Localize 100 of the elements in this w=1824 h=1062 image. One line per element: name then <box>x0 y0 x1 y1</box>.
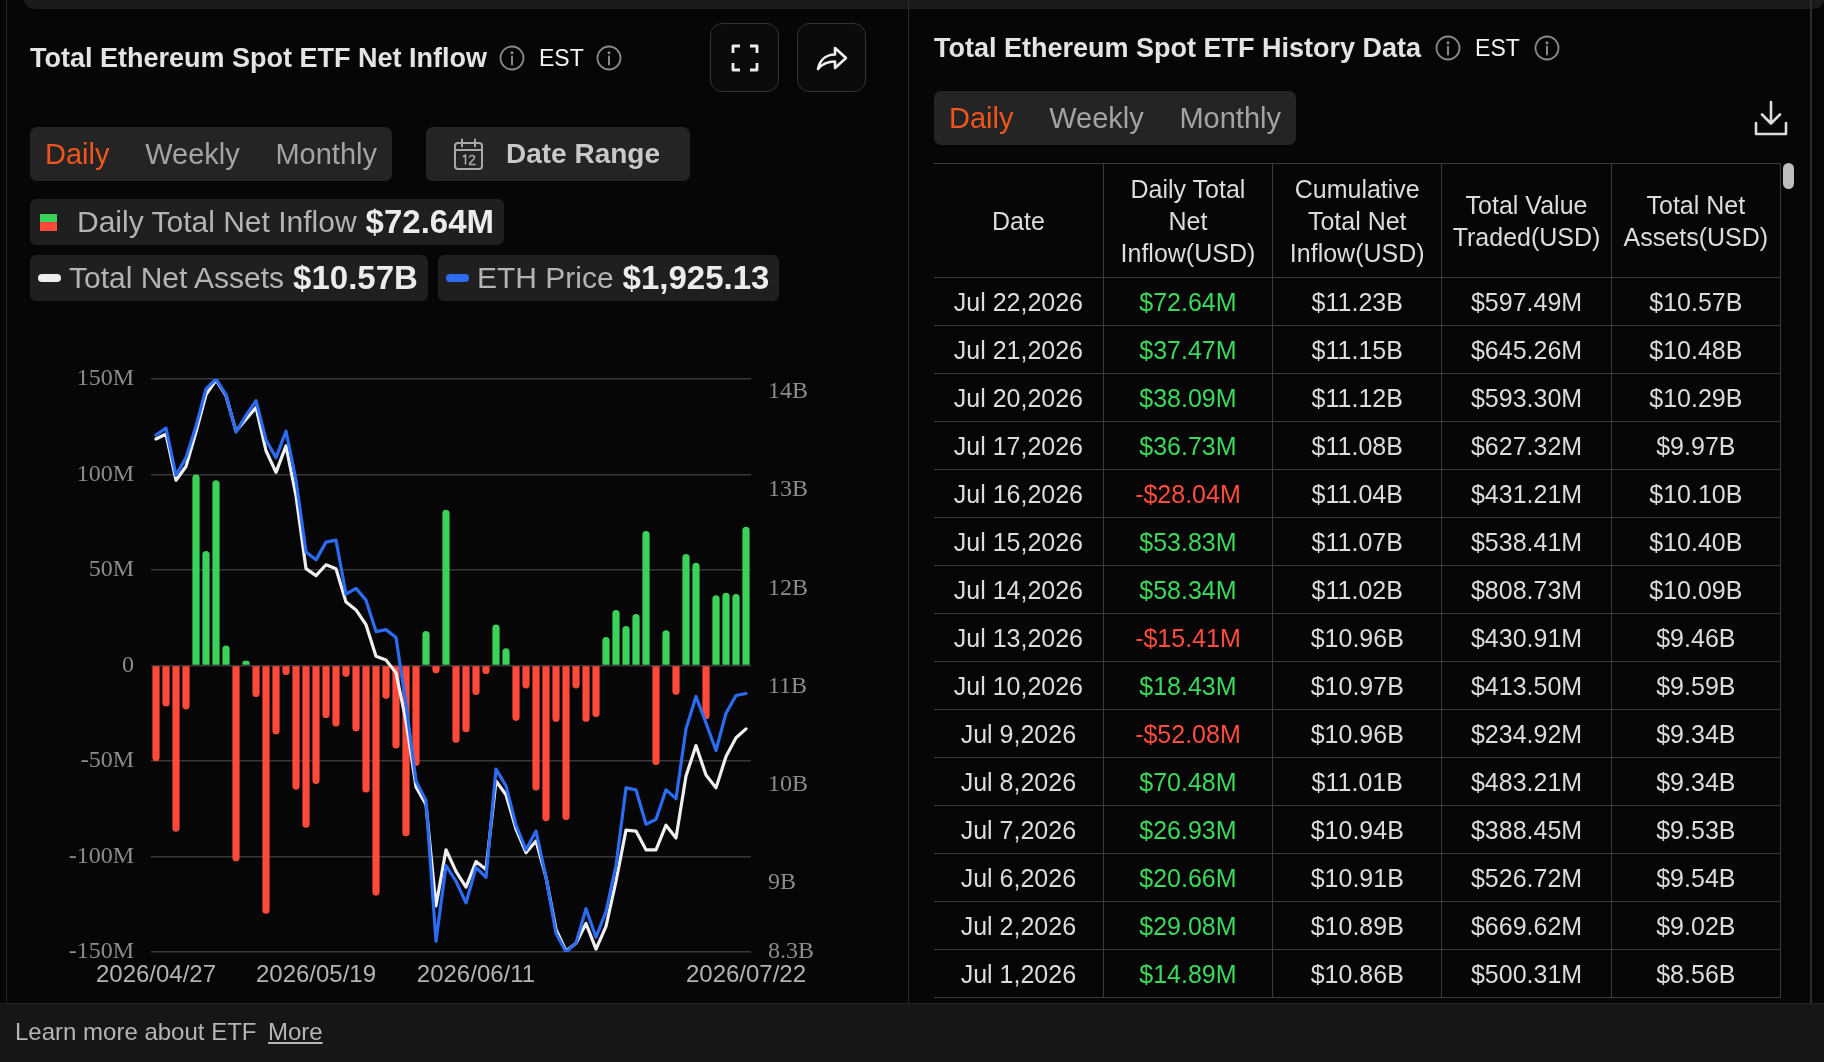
bar <box>622 626 630 665</box>
text: Jul 1,2026 <box>934 949 1104 998</box>
bar <box>512 666 520 721</box>
text: $10.86B <box>1272 949 1442 998</box>
text: Jul 6,2026 <box>934 853 1104 902</box>
text: -$52.08M <box>1103 709 1273 758</box>
bar <box>682 554 690 665</box>
bar <box>692 562 700 665</box>
text: Total Value Traded(USD) <box>1441 163 1612 278</box>
bar <box>252 666 260 698</box>
text: $53.83M <box>1103 517 1273 566</box>
y-tick-label: 0 <box>122 650 134 677</box>
text: Jul 14,2026 <box>934 565 1104 614</box>
text: Jul 13,2026 <box>934 613 1104 662</box>
y2-tick-label: 9B <box>768 868 797 895</box>
bar <box>272 666 280 735</box>
text: $10.96B <box>1272 709 1442 758</box>
text: -$28.04M <box>1103 469 1273 518</box>
text: $431.21M <box>1441 469 1612 518</box>
bar <box>742 526 750 665</box>
bar <box>352 666 360 732</box>
y2-tick-label: 13B <box>768 475 809 502</box>
text: Learn more about ETF <box>15 1018 257 1046</box>
y-tick-label: 50M <box>88 555 134 582</box>
text: $10.89B <box>1272 901 1442 950</box>
text: $9.53B <box>1611 805 1781 854</box>
y2-tick-label: 10B <box>768 770 809 797</box>
bar <box>582 666 590 722</box>
text: Jul 21,2026 <box>934 325 1104 374</box>
text: $413.50M <box>1441 661 1612 710</box>
text: $9.46B <box>1611 613 1781 662</box>
text: $72.64M <box>365 203 495 241</box>
y-tick-label: 150M <box>76 364 134 391</box>
text: Jul 20,2026 <box>934 373 1104 422</box>
bar <box>192 474 200 665</box>
text: $36.73M <box>1103 421 1273 470</box>
bar <box>222 645 230 665</box>
bar <box>602 637 610 665</box>
bar <box>522 666 530 689</box>
text: $11.02B <box>1272 565 1442 614</box>
text: $1,925.13 <box>622 259 770 297</box>
text: Jul 2,2026 <box>934 901 1104 950</box>
y-tick-label: 100M <box>76 459 134 486</box>
text: $500.31M <box>1441 949 1612 998</box>
text: $234.92M <box>1441 709 1612 758</box>
text: Jul 16,2026 <box>934 469 1104 518</box>
y2-tick-label: 12B <box>768 573 809 600</box>
text: Date <box>934 163 1104 278</box>
bar <box>152 666 160 761</box>
text: $483.21M <box>1441 757 1612 806</box>
text: Total Net Assets(USD) <box>1611 163 1781 278</box>
bar <box>442 509 450 665</box>
bar <box>562 666 570 821</box>
bar <box>612 609 620 665</box>
bar <box>382 666 390 699</box>
bar <box>492 624 500 665</box>
text: $430.91M <box>1441 613 1612 662</box>
bar <box>462 666 470 733</box>
y-tick-label: -50M <box>80 746 134 773</box>
y2-tick-label: 11B <box>768 671 808 698</box>
text: $538.41M <box>1441 517 1612 566</box>
text: $11.01B <box>1272 757 1442 806</box>
text: $10.48B <box>1611 325 1781 374</box>
x-tick-label: 2026/05/19 <box>255 960 377 988</box>
text: $388.45M <box>1441 805 1612 854</box>
bar <box>702 666 710 720</box>
bar <box>312 666 320 784</box>
text: Jul 15,2026 <box>934 517 1104 566</box>
bar <box>302 666 310 828</box>
text: $9.59B <box>1611 661 1781 710</box>
text: $10.09B <box>1611 565 1781 614</box>
period-tabs: Daily Weekly Monthly <box>934 91 1296 145</box>
bar <box>712 595 720 665</box>
text: $10.10B <box>1611 469 1781 518</box>
text: $70.48M <box>1103 757 1273 806</box>
bar <box>202 550 210 665</box>
text: $26.93M <box>1103 805 1273 854</box>
text: $593.30M <box>1441 373 1612 422</box>
bar <box>262 666 270 914</box>
text: $38.09M <box>1103 373 1273 422</box>
text: $10.94B <box>1272 805 1442 854</box>
bar <box>552 666 560 722</box>
text: $669.62M <box>1441 901 1612 950</box>
bar <box>642 530 650 665</box>
text: $10.57B <box>1611 277 1781 326</box>
chart-title: Total Ethereum Spot ETF Net Inflow <box>30 42 487 74</box>
bar <box>212 480 220 665</box>
text: $9.34B <box>1611 709 1781 758</box>
date-range-button: Date Range <box>426 127 690 181</box>
legend-label: Total Net Assets <box>69 261 285 295</box>
text: Jul 22,2026 <box>934 277 1104 326</box>
text: Jul 17,2026 <box>934 421 1104 470</box>
text: $11.07B <box>1272 517 1442 566</box>
bar <box>332 666 340 727</box>
bar <box>662 630 670 665</box>
text: $11.08B <box>1272 421 1442 470</box>
text: $627.32M <box>1441 421 1612 470</box>
bar <box>572 666 580 689</box>
legend-label: Daily Total Net Inflow <box>77 205 357 239</box>
text: $808.73M <box>1441 565 1612 614</box>
